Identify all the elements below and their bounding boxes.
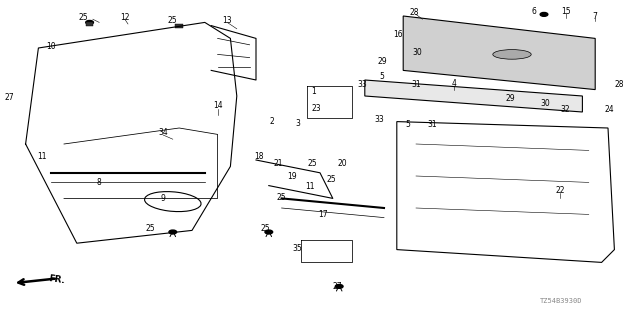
Text: 11: 11 — [37, 152, 46, 161]
Text: 32: 32 — [560, 105, 570, 114]
Text: 33: 33 — [357, 80, 367, 89]
Text: 11: 11 — [306, 182, 315, 191]
Text: 17: 17 — [318, 210, 328, 219]
Text: 9: 9 — [161, 194, 166, 203]
Text: 27: 27 — [4, 93, 15, 102]
Text: 23: 23 — [311, 104, 321, 113]
Text: 10: 10 — [46, 42, 56, 51]
Text: 25: 25 — [276, 193, 287, 202]
Text: 25: 25 — [307, 159, 317, 168]
Text: 4: 4 — [452, 79, 457, 88]
Circle shape — [540, 12, 548, 16]
Circle shape — [86, 20, 93, 24]
Circle shape — [169, 230, 177, 234]
Text: 28: 28 — [410, 8, 419, 17]
Text: 5: 5 — [380, 72, 385, 81]
Text: 6: 6 — [532, 7, 537, 16]
Text: 25: 25 — [78, 13, 88, 22]
Text: 31: 31 — [411, 80, 421, 89]
Ellipse shape — [493, 50, 531, 59]
Text: 28: 28 — [615, 80, 624, 89]
Text: 31: 31 — [427, 120, 437, 129]
Text: TZ54B3930D: TZ54B3930D — [540, 298, 582, 304]
Text: 5: 5 — [405, 120, 410, 129]
Polygon shape — [403, 16, 595, 90]
Circle shape — [335, 284, 343, 288]
Text: 27: 27 — [332, 282, 342, 291]
FancyBboxPatch shape — [175, 24, 183, 28]
Text: 25: 25 — [326, 175, 337, 184]
Text: 13: 13 — [222, 16, 232, 25]
Polygon shape — [365, 80, 582, 112]
Text: 34: 34 — [158, 128, 168, 137]
Text: 35: 35 — [292, 244, 303, 253]
Text: 25: 25 — [145, 224, 156, 233]
Text: 15: 15 — [561, 7, 571, 16]
Text: 29: 29 — [377, 57, 387, 66]
Text: 24: 24 — [604, 105, 614, 114]
Text: 2: 2 — [269, 117, 275, 126]
Text: 1: 1 — [311, 87, 316, 96]
Text: 25: 25 — [260, 224, 271, 233]
Text: 29: 29 — [506, 94, 516, 103]
Text: 30: 30 — [540, 99, 550, 108]
Text: FR.: FR. — [48, 274, 65, 286]
Text: 30: 30 — [412, 48, 422, 57]
Text: 18: 18 — [255, 152, 264, 161]
Text: 8: 8 — [97, 178, 102, 187]
Text: 16: 16 — [393, 30, 403, 39]
Circle shape — [265, 230, 273, 234]
Text: 22: 22 — [556, 186, 564, 195]
Text: 7: 7 — [593, 12, 598, 20]
FancyBboxPatch shape — [86, 22, 93, 26]
Text: 25: 25 — [168, 16, 178, 25]
Text: 20: 20 — [337, 159, 348, 168]
Text: 12: 12 — [120, 13, 129, 22]
Text: 21: 21 — [274, 159, 283, 168]
Text: 19: 19 — [287, 172, 297, 180]
Text: 33: 33 — [374, 115, 384, 124]
Text: 14: 14 — [212, 101, 223, 110]
Text: 3: 3 — [295, 119, 300, 128]
